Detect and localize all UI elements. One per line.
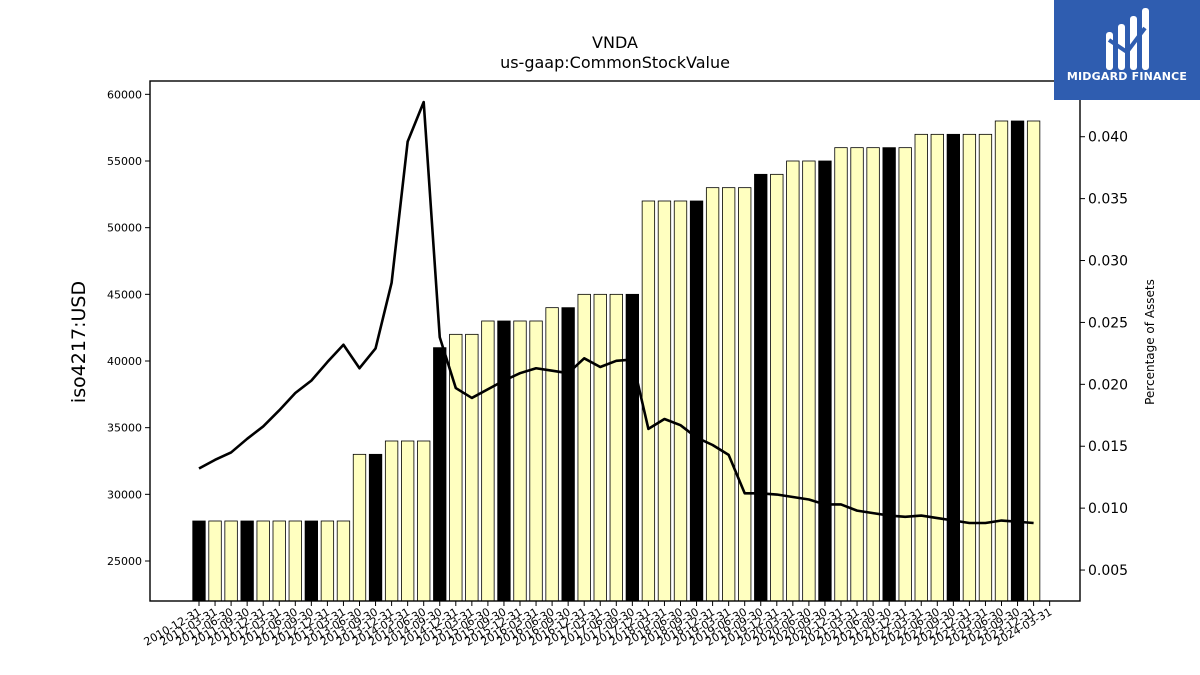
bar bbox=[641, 200, 656, 602]
y-tick-label: 40000 bbox=[107, 355, 142, 368]
bar bbox=[433, 347, 447, 602]
bar bbox=[481, 320, 495, 602]
bar bbox=[657, 200, 672, 602]
bar bbox=[288, 520, 302, 602]
bar bbox=[593, 293, 607, 602]
y2-tick-label: 0.030 bbox=[1088, 254, 1128, 270]
bar bbox=[689, 200, 704, 602]
bar bbox=[384, 440, 399, 602]
percentage-line bbox=[198, 100, 1034, 525]
bar bbox=[192, 520, 206, 602]
y2-tick-label: 0.020 bbox=[1088, 377, 1128, 393]
bar bbox=[208, 520, 222, 602]
bar bbox=[930, 133, 944, 602]
bar bbox=[304, 520, 319, 602]
bar bbox=[368, 453, 383, 602]
chart-title: VNDA bbox=[592, 33, 638, 52]
bar bbox=[609, 293, 623, 602]
bar bbox=[882, 147, 896, 602]
bar bbox=[978, 133, 993, 602]
bar bbox=[722, 187, 736, 602]
logo-mark-icon bbox=[1106, 8, 1149, 70]
y-tick-label: 50000 bbox=[107, 222, 142, 235]
chart-subtitle: us-gaap:CommonStockValue bbox=[500, 53, 730, 72]
bar bbox=[224, 520, 238, 602]
bar bbox=[336, 520, 351, 602]
bar bbox=[465, 333, 479, 602]
midgard-finance-logo: MIDGARD FINANCE bbox=[1054, 0, 1200, 100]
bar bbox=[400, 440, 415, 602]
bar bbox=[738, 187, 752, 602]
bar bbox=[914, 133, 928, 602]
bar bbox=[256, 520, 270, 602]
y2-axis-label: Percentage of Assets bbox=[1143, 279, 1157, 405]
bar bbox=[673, 200, 688, 602]
bar bbox=[352, 453, 367, 602]
y2-tick-label: 0.025 bbox=[1088, 315, 1128, 331]
bar bbox=[705, 187, 720, 602]
y2-tick-label: 0.035 bbox=[1088, 192, 1128, 208]
bar bbox=[320, 520, 335, 602]
bar bbox=[545, 307, 559, 602]
logo-text: MIDGARD FINANCE bbox=[1066, 70, 1188, 83]
y-tick-label: 45000 bbox=[107, 288, 142, 301]
plot-frame bbox=[149, 80, 1081, 602]
bar bbox=[561, 307, 575, 602]
bar bbox=[898, 147, 912, 602]
bar bbox=[866, 147, 880, 602]
y2-tick-label: 0.010 bbox=[1088, 501, 1128, 517]
y2-tick-label: 0.040 bbox=[1088, 130, 1128, 146]
bar bbox=[625, 293, 639, 602]
bar bbox=[962, 133, 977, 602]
y-tick-label: 30000 bbox=[107, 488, 142, 501]
y-axis-label: iso4217:USD bbox=[68, 280, 90, 404]
bar bbox=[529, 320, 543, 602]
bar bbox=[946, 133, 960, 602]
bar bbox=[1026, 120, 1041, 602]
bar bbox=[994, 120, 1009, 602]
bar bbox=[513, 320, 527, 602]
bar bbox=[818, 160, 832, 602]
bar bbox=[417, 440, 431, 602]
y2-tick-label: 0.005 bbox=[1088, 563, 1128, 579]
bar bbox=[1010, 120, 1025, 602]
bar bbox=[802, 160, 816, 602]
y2-tick-label: 0.015 bbox=[1088, 439, 1128, 455]
bar bbox=[834, 147, 848, 602]
y-tick-label: 35000 bbox=[107, 422, 142, 435]
y-tick-label: 60000 bbox=[107, 88, 142, 101]
bar bbox=[577, 293, 591, 602]
bar bbox=[497, 320, 511, 602]
y-tick-label: 55000 bbox=[107, 155, 142, 168]
bar bbox=[240, 520, 254, 602]
bar bbox=[786, 160, 800, 602]
bar bbox=[754, 173, 768, 602]
bar bbox=[272, 520, 286, 602]
y-tick-label: 25000 bbox=[107, 555, 142, 568]
bar bbox=[850, 147, 864, 602]
bar bbox=[770, 173, 784, 602]
